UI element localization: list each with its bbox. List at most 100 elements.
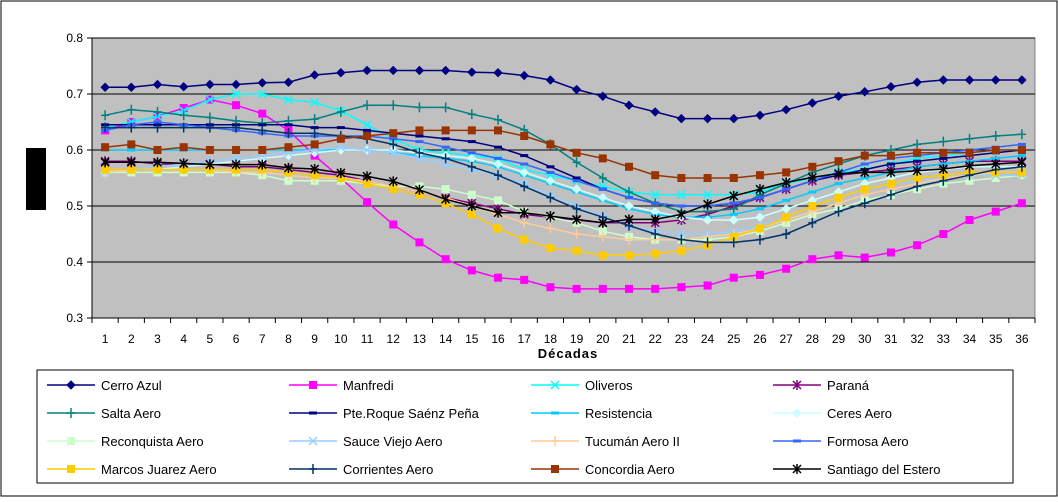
data-point (939, 136, 948, 147)
legend-item: Paraná (773, 378, 870, 393)
x-tick-label: 32 (910, 332, 924, 346)
marker-stroke (336, 142, 346, 152)
legend-swatch-marker (792, 380, 802, 390)
data-point (310, 128, 319, 139)
data-point (729, 237, 738, 248)
data-point (1017, 129, 1026, 140)
data-point (703, 199, 713, 210)
data-point (414, 153, 424, 163)
data-point (441, 159, 451, 169)
data-point (755, 171, 764, 180)
data-point (257, 78, 267, 88)
data-point (807, 98, 818, 108)
data-point (127, 104, 136, 115)
data-point (860, 198, 869, 209)
data-point (572, 229, 581, 239)
y-tick-label: 0.4 (66, 255, 83, 269)
x-tick-label: 34 (963, 332, 977, 346)
data-point (494, 156, 503, 160)
data-point (834, 168, 844, 179)
data-point (886, 162, 895, 166)
legend-label: Santiago del Estero (827, 462, 940, 477)
data-point (363, 128, 372, 132)
data-point (494, 145, 503, 149)
marker-stroke (283, 95, 293, 105)
legend-item: Tucumán Aero II (531, 434, 680, 449)
data-point (231, 159, 241, 170)
data-point (703, 281, 712, 290)
data-point (336, 142, 346, 152)
data-point (309, 70, 320, 80)
data-point (651, 201, 660, 205)
data-point (467, 140, 476, 144)
data-point (782, 198, 791, 202)
axes: 0.80.70.60.50.40.31 2 3 4 5 6 7 8 9 10 11 12 13 14 15 1… (66, 31, 1036, 346)
data-point (467, 201, 477, 211)
data-point (939, 175, 948, 186)
data-point (389, 100, 398, 111)
data-point (415, 238, 424, 247)
data-point (808, 217, 817, 228)
data-point (336, 134, 345, 143)
data-point (755, 196, 764, 200)
legend-swatch-marker (308, 436, 318, 446)
data-point (494, 126, 503, 135)
data-point (127, 122, 136, 133)
series-line (105, 161, 1022, 224)
data-point (886, 167, 896, 178)
data-point (913, 241, 922, 250)
data-point (101, 110, 110, 121)
data-point (624, 201, 634, 211)
series-line (104, 104, 1022, 213)
legend-label: Oliveros (585, 378, 633, 393)
data-point (389, 137, 398, 141)
data-point (624, 284, 633, 293)
data-point (755, 270, 764, 279)
y-tick-label: 0.8 (66, 31, 83, 45)
data-point (572, 214, 582, 225)
data-point (310, 140, 319, 149)
data-point (310, 97, 320, 107)
legend-label: Cerro Azul (101, 378, 162, 393)
data-point (651, 284, 660, 293)
data-point (860, 162, 869, 166)
data-point (991, 207, 1000, 216)
data-point (336, 167, 346, 178)
data-point (598, 154, 607, 163)
data-point (257, 89, 267, 99)
data-point (519, 167, 529, 178)
ylabel-block (26, 148, 46, 210)
data-point (388, 176, 398, 187)
data-point (205, 122, 214, 133)
data-point (598, 192, 608, 203)
series-line (105, 149, 1022, 221)
data-point (781, 104, 791, 115)
data-point (755, 184, 765, 195)
legend-item: Reconquista Aero (47, 434, 204, 449)
x-tick-label: 3 (154, 332, 161, 346)
marker-stroke (362, 120, 372, 130)
data-point (755, 224, 764, 233)
data-point (389, 139, 398, 150)
data-point (520, 235, 529, 244)
legend-label: Corrientes Aero (343, 462, 433, 477)
data-point (703, 190, 713, 200)
x-tick-label: 19 (570, 332, 584, 346)
data-point (860, 87, 870, 97)
data-point (258, 109, 267, 118)
data-point (336, 106, 345, 117)
data-point (677, 283, 686, 292)
data-point (441, 194, 451, 205)
data-point (782, 229, 791, 239)
data-point (467, 266, 476, 275)
data-point (572, 203, 581, 214)
data-point (886, 179, 895, 188)
data-point (415, 134, 424, 138)
legend-swatch-marker (550, 380, 560, 390)
data-point (729, 190, 739, 201)
legend-item: Concordia Aero (531, 462, 675, 477)
data-point (886, 248, 895, 257)
legend-swatch-marker (309, 381, 317, 389)
legend-label: Formosa Aero (827, 434, 909, 449)
data-point (860, 253, 869, 262)
